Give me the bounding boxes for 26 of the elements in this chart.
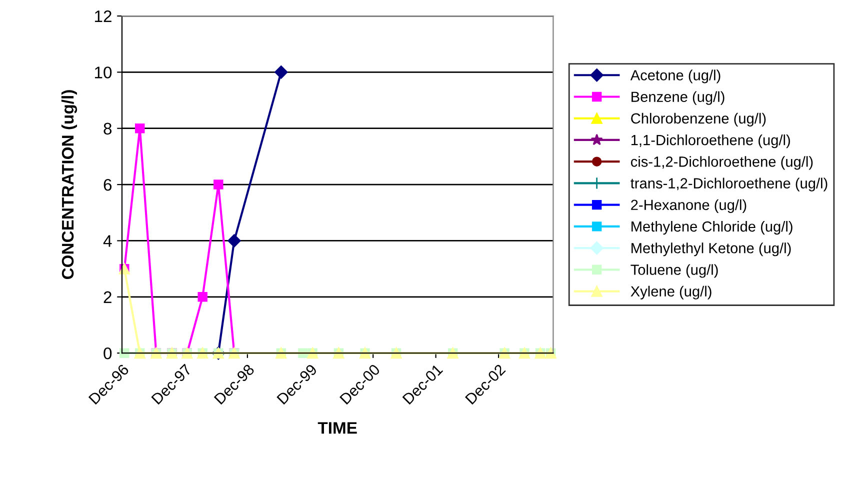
y-tick-label: 10 [94,66,112,78]
point [134,124,145,134]
y-tick-label: 6 [104,178,112,191]
legend-label: 2-Hexanone (ug/l) [631,199,746,213]
legend-label: Chlorobenzene (ug/l) [631,112,766,126]
y-tick-label: 4 [103,235,112,247]
y-tick-label: 0 [104,347,112,360]
legend-label: Benzene (ug/l) [632,91,724,105]
legend-label: trans-1,2-Dichloroethene (ug/l) [630,178,828,192]
point [274,66,288,79]
y-tick-label: 8 [104,122,112,135]
legend-label: Acetone (ug/l) [630,70,720,84]
y-axis-title: CONCENTRATION (ug/l) [61,90,78,280]
point [120,348,130,358]
legend-label: Methylethyl Ketone (ug/l) [632,242,791,256]
y-tick-label: 2 [104,291,112,303]
y-tick-label: 12 [94,10,112,22]
point [198,292,208,302]
point [228,234,241,248]
legend-label: Toluene (ug/l) [630,264,718,278]
legend-label: 1,1-Dichloroethene (ug/l) [631,134,790,148]
legend-label: cis-1,2-Dichloroethene (ug/l) [630,156,813,170]
x-axis-title: TIME [318,422,357,434]
legend-label: Xylene (ug/l) [630,286,712,300]
legend-label: Methylene Chloride (ug/l) [632,220,792,235]
point [214,180,224,190]
